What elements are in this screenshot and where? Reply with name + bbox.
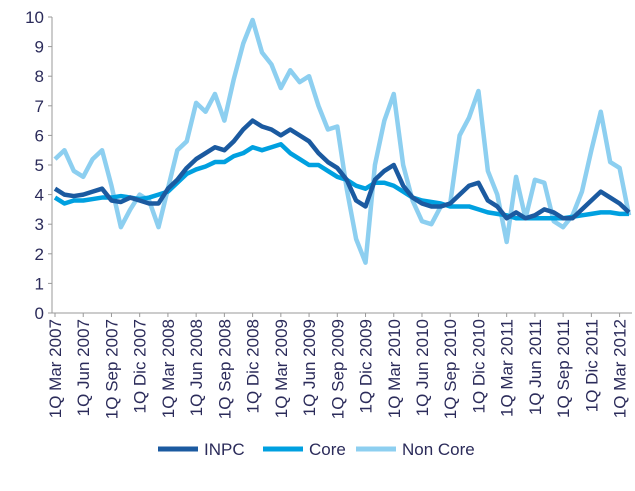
x-tick-label: 1Q Dic 2008	[244, 319, 263, 414]
x-tick-label: 1Q Jun 2011	[526, 319, 545, 415]
x-tick-label: 1Q Dic 2011	[582, 319, 601, 412]
x-tick-label: 1Q Mar 2009	[272, 319, 291, 418]
y-tick-label: 9	[35, 38, 44, 57]
y-tick-label: 5	[35, 156, 44, 175]
series-line	[53, 17, 632, 265]
x-tick-label: 1Q Mar 2012	[611, 319, 630, 418]
x-tick-label: 1Q Sep 2008	[215, 319, 234, 419]
x-tick-label: 1Q Dic 2007	[131, 319, 150, 414]
x-tick-label: 1Q Sep 2007	[102, 319, 121, 419]
legend-label: Non Core	[402, 440, 475, 459]
y-tick-label: 4	[35, 186, 44, 205]
y-tick-label: 8	[35, 67, 44, 86]
x-tick-label: 1Q Jun 2007	[74, 319, 93, 416]
legend-label: INPC	[204, 440, 245, 459]
series-line	[53, 118, 631, 221]
x-tick-label: 1Q Sep 2011	[554, 319, 573, 418]
x-tick-label: 1Q Mar 2010	[385, 319, 404, 418]
x-tick-label: 1Q Mar 2007	[46, 319, 65, 418]
series-line	[53, 142, 629, 221]
x-tick-label: 1Q Mar 2008	[159, 319, 178, 418]
y-tick-label: 7	[35, 97, 44, 116]
legend-label: Core	[309, 440, 346, 459]
x-tick-label: 1Q Mar 2011	[498, 319, 517, 417]
y-tick-label: 0	[35, 304, 44, 323]
y-tick-label: 3	[35, 215, 44, 234]
x-tick-label: 1Q Dic 2009	[357, 319, 376, 414]
x-tick-label: 1Q Jun 2010	[413, 319, 432, 416]
y-tick-label: 2	[35, 245, 44, 264]
x-tick-label: 1Q Jun 2009	[300, 319, 319, 416]
x-tick-label: 1Q Jun 2008	[187, 319, 206, 416]
y-tick-label: 1	[35, 274, 44, 293]
y-tick-label: 6	[35, 126, 44, 145]
x-tick-label: 1Q Sep 2010	[441, 319, 460, 419]
x-tick-label: 1Q Sep 2009	[328, 319, 347, 419]
y-tick-label: 10	[25, 8, 44, 27]
x-tick-label: 1Q Dic 2010	[469, 319, 488, 414]
